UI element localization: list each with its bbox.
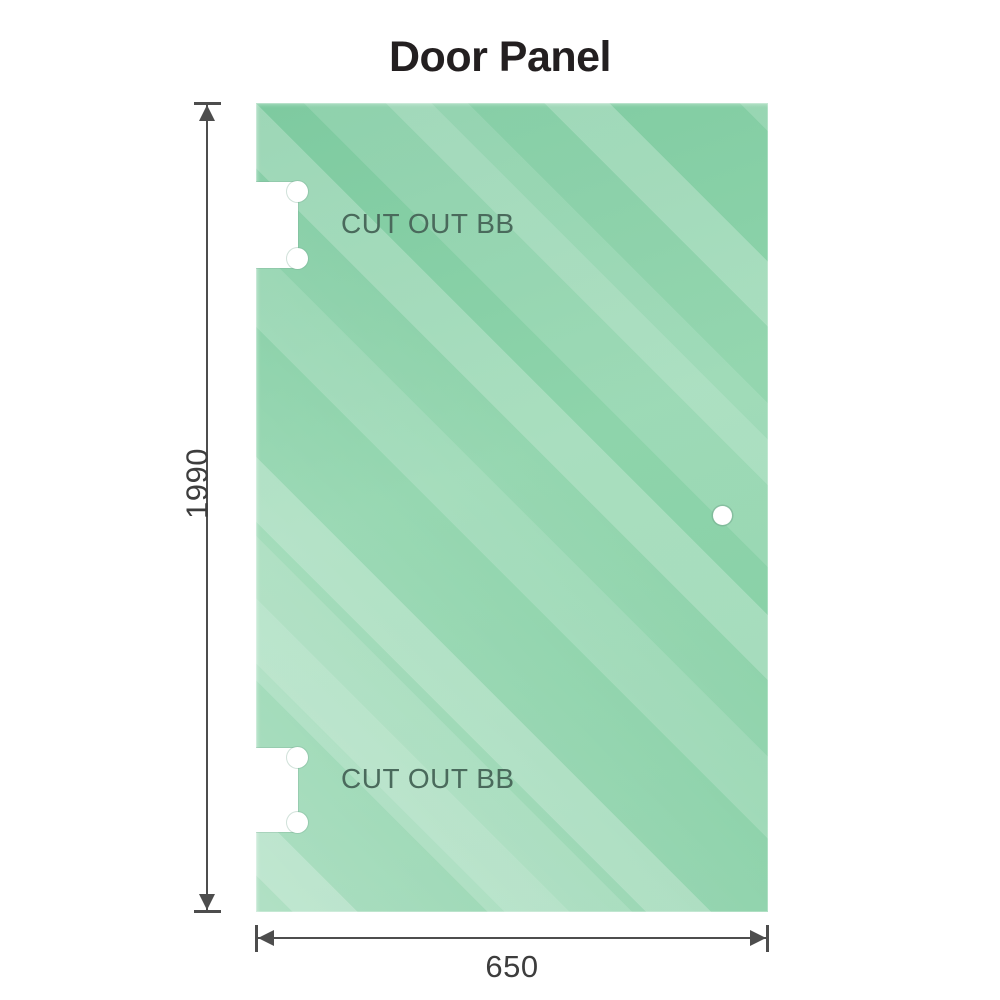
height-extension-tick-top xyxy=(194,102,221,105)
height-extension-tick-bottom xyxy=(194,910,221,913)
width-dimension-label: 650 xyxy=(485,949,539,984)
width-extension-tick-right xyxy=(766,925,769,952)
width-dimension-line xyxy=(256,937,768,939)
arrow-down-icon xyxy=(199,894,215,910)
cutout-notch-lower-lobe-top xyxy=(287,747,308,768)
glass-light-wash xyxy=(256,103,768,912)
arrow-right-icon xyxy=(750,930,766,946)
glass-door-panel xyxy=(256,103,768,912)
cutout-notch-lower xyxy=(256,747,308,833)
arrow-left-icon xyxy=(258,930,274,946)
cutout-notch-lower-lobe-bottom xyxy=(287,812,308,833)
width-extension-tick-left xyxy=(255,925,258,952)
height-dimension-label: 1990 xyxy=(179,448,215,519)
glass-highlight-streaks-secondary xyxy=(256,103,768,912)
cutout-notch-upper xyxy=(256,181,308,269)
page-title: Door Panel xyxy=(389,33,612,81)
glass-highlight-streaks xyxy=(256,103,768,912)
handle-hole xyxy=(713,506,732,525)
height-dimension-line xyxy=(206,103,208,912)
cutout-label-upper: CUT OUT BB xyxy=(341,208,515,239)
arrow-up-icon xyxy=(199,105,215,121)
cutout-label-lower: CUT OUT BB xyxy=(341,763,515,794)
panel-base-fill xyxy=(256,103,768,912)
cutout-notch-upper-lobe-bottom xyxy=(287,248,308,269)
cutout-notch-upper-lobe-top xyxy=(287,181,308,202)
